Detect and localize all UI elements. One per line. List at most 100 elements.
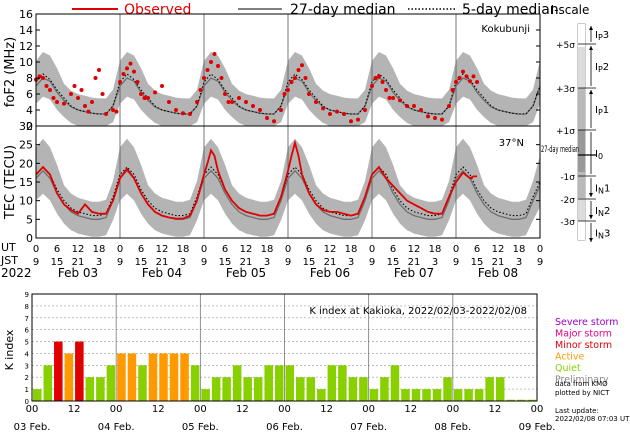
iscale-class-ip1: IP1 bbox=[595, 105, 609, 117]
ut-tick-label: 12 bbox=[72, 244, 85, 255]
tec-ytick-label: 20 bbox=[19, 157, 33, 170]
kindex-bar bbox=[495, 377, 505, 401]
iscale-tick-label: +3σ bbox=[556, 85, 575, 95]
jst-tick-label: 15 bbox=[471, 257, 484, 268]
fof2-observed-point bbox=[328, 112, 332, 116]
jst-tick-label: 9 bbox=[285, 257, 291, 268]
day-label: Feb 06 bbox=[310, 266, 350, 280]
kindex-hour-label: 12 bbox=[236, 404, 249, 415]
iscale-class-ip2: IP2 bbox=[595, 62, 609, 74]
kindex-hour-label: 00 bbox=[278, 404, 291, 415]
fof2-observed-point bbox=[212, 52, 217, 56]
fof2-observed-point bbox=[471, 74, 476, 79]
fof2-observed-point bbox=[111, 108, 115, 112]
fof2-observed-point bbox=[188, 112, 192, 116]
fof2-observed-point bbox=[419, 108, 423, 112]
update-label: Last update: bbox=[555, 407, 599, 415]
ut-tick-label: 12 bbox=[324, 244, 337, 255]
kindex-bar bbox=[359, 377, 368, 401]
kindex-ytick-label: 2 bbox=[25, 374, 29, 382]
kindex-bar bbox=[106, 365, 116, 401]
iscale-bar-segment bbox=[578, 221, 585, 240]
kindex-date-label: 09 Feb. bbox=[519, 422, 556, 433]
kindex-bar bbox=[180, 353, 189, 401]
fof2-observed-point bbox=[433, 116, 437, 120]
fof2-day-separators bbox=[119, 14, 457, 126]
ut-tick-label: 12 bbox=[492, 244, 505, 255]
kindex-bar bbox=[274, 365, 284, 401]
ut-label: UT bbox=[1, 241, 16, 254]
fof2-observed-point bbox=[209, 60, 213, 64]
kindex-bar bbox=[64, 353, 74, 401]
ut-tick-label: 12 bbox=[156, 244, 169, 255]
fof2-observed-point bbox=[380, 80, 385, 84]
fof2-observed-point bbox=[86, 109, 91, 114]
fof2-observed-point bbox=[440, 117, 444, 122]
fof2-panel: 2 4 6 8 10 12 14 16 foF2 (MHz) Kokubunji bbox=[3, 8, 541, 133]
kindex-bars bbox=[33, 341, 536, 402]
ut-tick-labels: 0 6 12 18 0 6 12 18 0 6 12 18 0 6 12 18 0 6 12 18 0 6 12 18 0 bbox=[33, 244, 543, 255]
jst-tick-label: 21 bbox=[240, 257, 253, 268]
iscale-bar-segment bbox=[578, 47, 585, 88]
kindex-date-label: 03 Feb. bbox=[14, 422, 51, 433]
fof2-ytick-label: 2 bbox=[26, 120, 33, 133]
tec-panel: 0 5 10 15 20 25 30 TEC (TECU) 37°N bbox=[3, 120, 541, 245]
iscale-arrowhead bbox=[589, 193, 593, 197]
jst-tick-label: 3 bbox=[264, 257, 270, 268]
kindex-hour-label: 00 bbox=[194, 404, 207, 415]
kindex-bar bbox=[464, 389, 473, 401]
fof2-ytick-label: 8 bbox=[26, 72, 33, 85]
fof2-observed-point bbox=[464, 74, 469, 79]
kindex-hour-label: 12 bbox=[404, 404, 417, 415]
kindex-bar bbox=[253, 377, 263, 401]
kindex-bar bbox=[338, 365, 347, 401]
jst-label: JST bbox=[0, 254, 18, 267]
iscale-class-i0: I0 bbox=[595, 149, 603, 161]
fof2-observed-point bbox=[391, 96, 395, 100]
kindex-bar bbox=[222, 377, 231, 401]
jst-tick-label: 15 bbox=[135, 257, 148, 268]
fof2-observed-point bbox=[405, 104, 409, 108]
kindex-legend-item: Severe storm bbox=[555, 317, 618, 328]
fof2-observed-points bbox=[34, 52, 479, 124]
fof2-observed-point bbox=[223, 92, 227, 96]
kindex-bar bbox=[432, 389, 442, 401]
kindex-date-labels: 03 Feb. 04 Feb. 05 Feb. 06 Feb. 07 Feb. 08 Fe… bbox=[14, 422, 556, 433]
ut-tick-label: 18 bbox=[177, 244, 190, 255]
fof2-observed-point bbox=[307, 92, 311, 96]
fof2-observed-point bbox=[37, 74, 42, 79]
fof2-observed-point bbox=[363, 108, 367, 112]
fof2-observed-point bbox=[303, 76, 308, 80]
fof2-observed-point bbox=[114, 109, 119, 114]
fof2-observed-point bbox=[76, 96, 80, 100]
fof2-observed-point bbox=[216, 64, 220, 68]
ut-tick-label: 18 bbox=[513, 244, 526, 255]
tec-ytick-label: 30 bbox=[19, 120, 33, 133]
ut-tick-label: 6 bbox=[54, 244, 60, 255]
tec-ytick-label: 10 bbox=[19, 195, 33, 208]
fof2-observed-point bbox=[349, 119, 353, 124]
kindex-bar bbox=[232, 365, 242, 401]
kindex-date-label: 05 Feb. bbox=[182, 422, 219, 433]
fof2-observed-point bbox=[125, 66, 129, 71]
iscale-class-in1: IN1 bbox=[595, 184, 610, 196]
fof2-observed-point bbox=[335, 109, 339, 114]
kindex-bar bbox=[453, 389, 463, 401]
fof2-observed-point bbox=[83, 104, 87, 108]
kindex-bar bbox=[327, 365, 337, 401]
fof2-observed-point bbox=[461, 69, 465, 74]
kindex-ytick-label: 1 bbox=[25, 386, 29, 394]
fof2-observed-point bbox=[41, 76, 45, 80]
jst-tick-label: 9 bbox=[369, 257, 375, 268]
jst-tick-label: 15 bbox=[51, 257, 64, 268]
ut-tick-label: 6 bbox=[474, 244, 480, 255]
fof2-observed-point bbox=[198, 88, 203, 92]
iscale-arrowhead bbox=[589, 90, 593, 94]
fof2-observed-point bbox=[265, 116, 269, 120]
ut-tick-label: 12 bbox=[240, 244, 253, 255]
fof2-observed-point bbox=[230, 100, 234, 104]
fof2-observed-point bbox=[226, 100, 231, 104]
fof2-observed-point bbox=[55, 100, 59, 104]
jst-tick-label: 21 bbox=[72, 257, 85, 268]
